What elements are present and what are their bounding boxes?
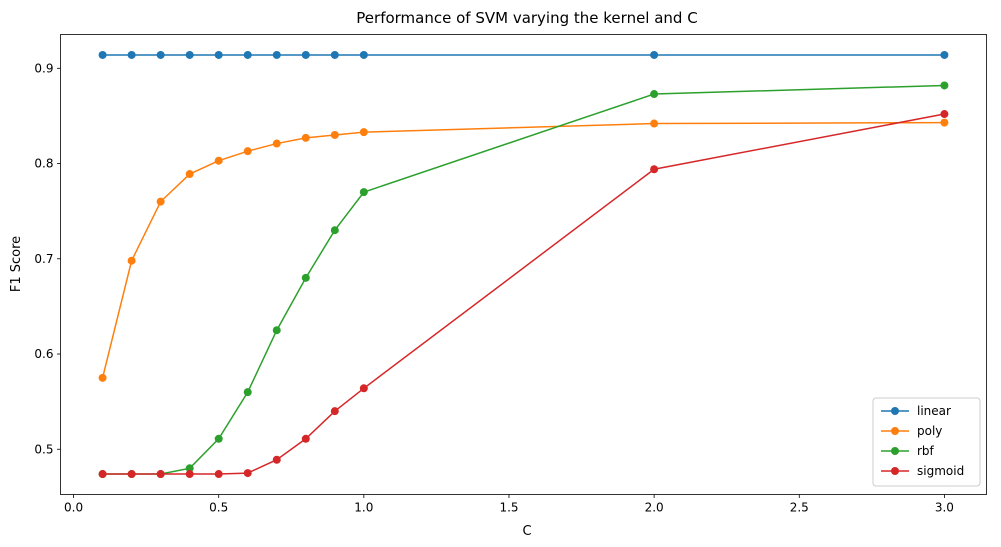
data-point-sigmoid [243, 469, 252, 478]
y-axis-label: F1 Score [9, 236, 24, 292]
x-tick-label: 0.5 [209, 501, 228, 515]
data-point-sigmoid [156, 470, 165, 479]
legend: linear poly rbf sigmoid [872, 397, 981, 487]
data-point-rbf [359, 188, 368, 197]
x-tick-label: 3.0 [935, 501, 954, 515]
data-point-linear [301, 50, 310, 59]
data-point-poly [185, 170, 194, 179]
data-point-poly [127, 256, 136, 265]
data-point-poly [330, 130, 339, 139]
series-line-sigmoid [102, 113, 945, 475]
x-tick-label: 0.0 [64, 501, 83, 515]
plot-frame [60, 34, 987, 495]
data-point-rbf [214, 434, 223, 443]
y-tick-label: 0.8 [34, 157, 53, 171]
data-point-sigmoid [98, 470, 107, 479]
legend-label-linear: linear [917, 404, 951, 418]
series-line-poly [101, 121, 945, 379]
legend-label-sigmoid: sigmoid [917, 464, 964, 478]
data-point-linear [156, 50, 165, 59]
data-point-sigmoid [301, 434, 310, 443]
y-tick-label: 0.9 [34, 61, 53, 75]
data-point-sigmoid [185, 470, 194, 479]
data-point-sigmoid [330, 407, 339, 416]
y-axis-ticks: 0.5 0.6 0.7 0.8 0.9 [34, 61, 61, 456]
plot-lines [98, 50, 949, 479]
data-point-sigmoid [359, 384, 368, 393]
data-point-rbf [301, 273, 310, 282]
x-axis-label: C [522, 524, 531, 539]
data-point-linear [98, 50, 107, 59]
data-point-rbf [185, 464, 194, 473]
data-point-rbf [940, 81, 949, 90]
data-point-sigmoid [940, 110, 949, 119]
legend-marker-sigmoid [891, 467, 899, 475]
data-point-poly [650, 119, 659, 128]
data-point-sigmoid [650, 165, 659, 174]
data-point-rbf [330, 226, 339, 235]
data-point-linear [127, 50, 136, 59]
data-point-poly [301, 133, 310, 142]
legend-marker-linear [891, 407, 899, 415]
legend-box [872, 397, 981, 487]
y-tick-label: 0.5 [34, 442, 53, 456]
x-tick-label: 1.0 [354, 501, 373, 515]
y-tick-label: 0.7 [34, 252, 53, 266]
data-point-rbf [272, 326, 281, 335]
data-point-linear [359, 50, 368, 59]
data-point-linear [185, 50, 194, 59]
legend-label-rbf: rbf [917, 444, 935, 458]
x-tick-label: 1.5 [499, 501, 518, 515]
data-point-linear [940, 50, 949, 59]
y-tick-label: 0.6 [34, 347, 53, 361]
data-point-poly [156, 197, 165, 206]
data-point-poly [98, 373, 107, 382]
data-point-linear [243, 50, 252, 59]
x-axis-ticks: 0.0 0.5 1.0 1.5 2.0 2.5 3.0 [64, 494, 954, 515]
legend-label-poly: poly [917, 424, 942, 438]
data-point-linear [214, 50, 223, 59]
x-tick-label: 2.5 [790, 501, 809, 515]
data-point-sigmoid [127, 470, 136, 479]
data-point-sigmoid [272, 455, 281, 464]
data-point-poly [243, 147, 252, 156]
data-point-rbf [243, 388, 252, 397]
data-point-poly [214, 156, 223, 165]
data-point-linear [650, 50, 659, 59]
data-point-poly [940, 118, 949, 127]
data-point-poly [359, 128, 368, 137]
chart-title: Performance of SVM varying the kernel an… [356, 9, 697, 27]
data-point-poly [272, 139, 281, 148]
series-line-rbf [102, 84, 945, 475]
x-tick-label: 2.0 [645, 501, 664, 515]
legend-marker-rbf [891, 447, 899, 455]
data-point-rbf [650, 90, 659, 99]
data-point-sigmoid [214, 470, 223, 479]
legend-marker-poly [891, 427, 899, 435]
data-point-linear [330, 50, 339, 59]
data-point-linear [272, 50, 281, 59]
